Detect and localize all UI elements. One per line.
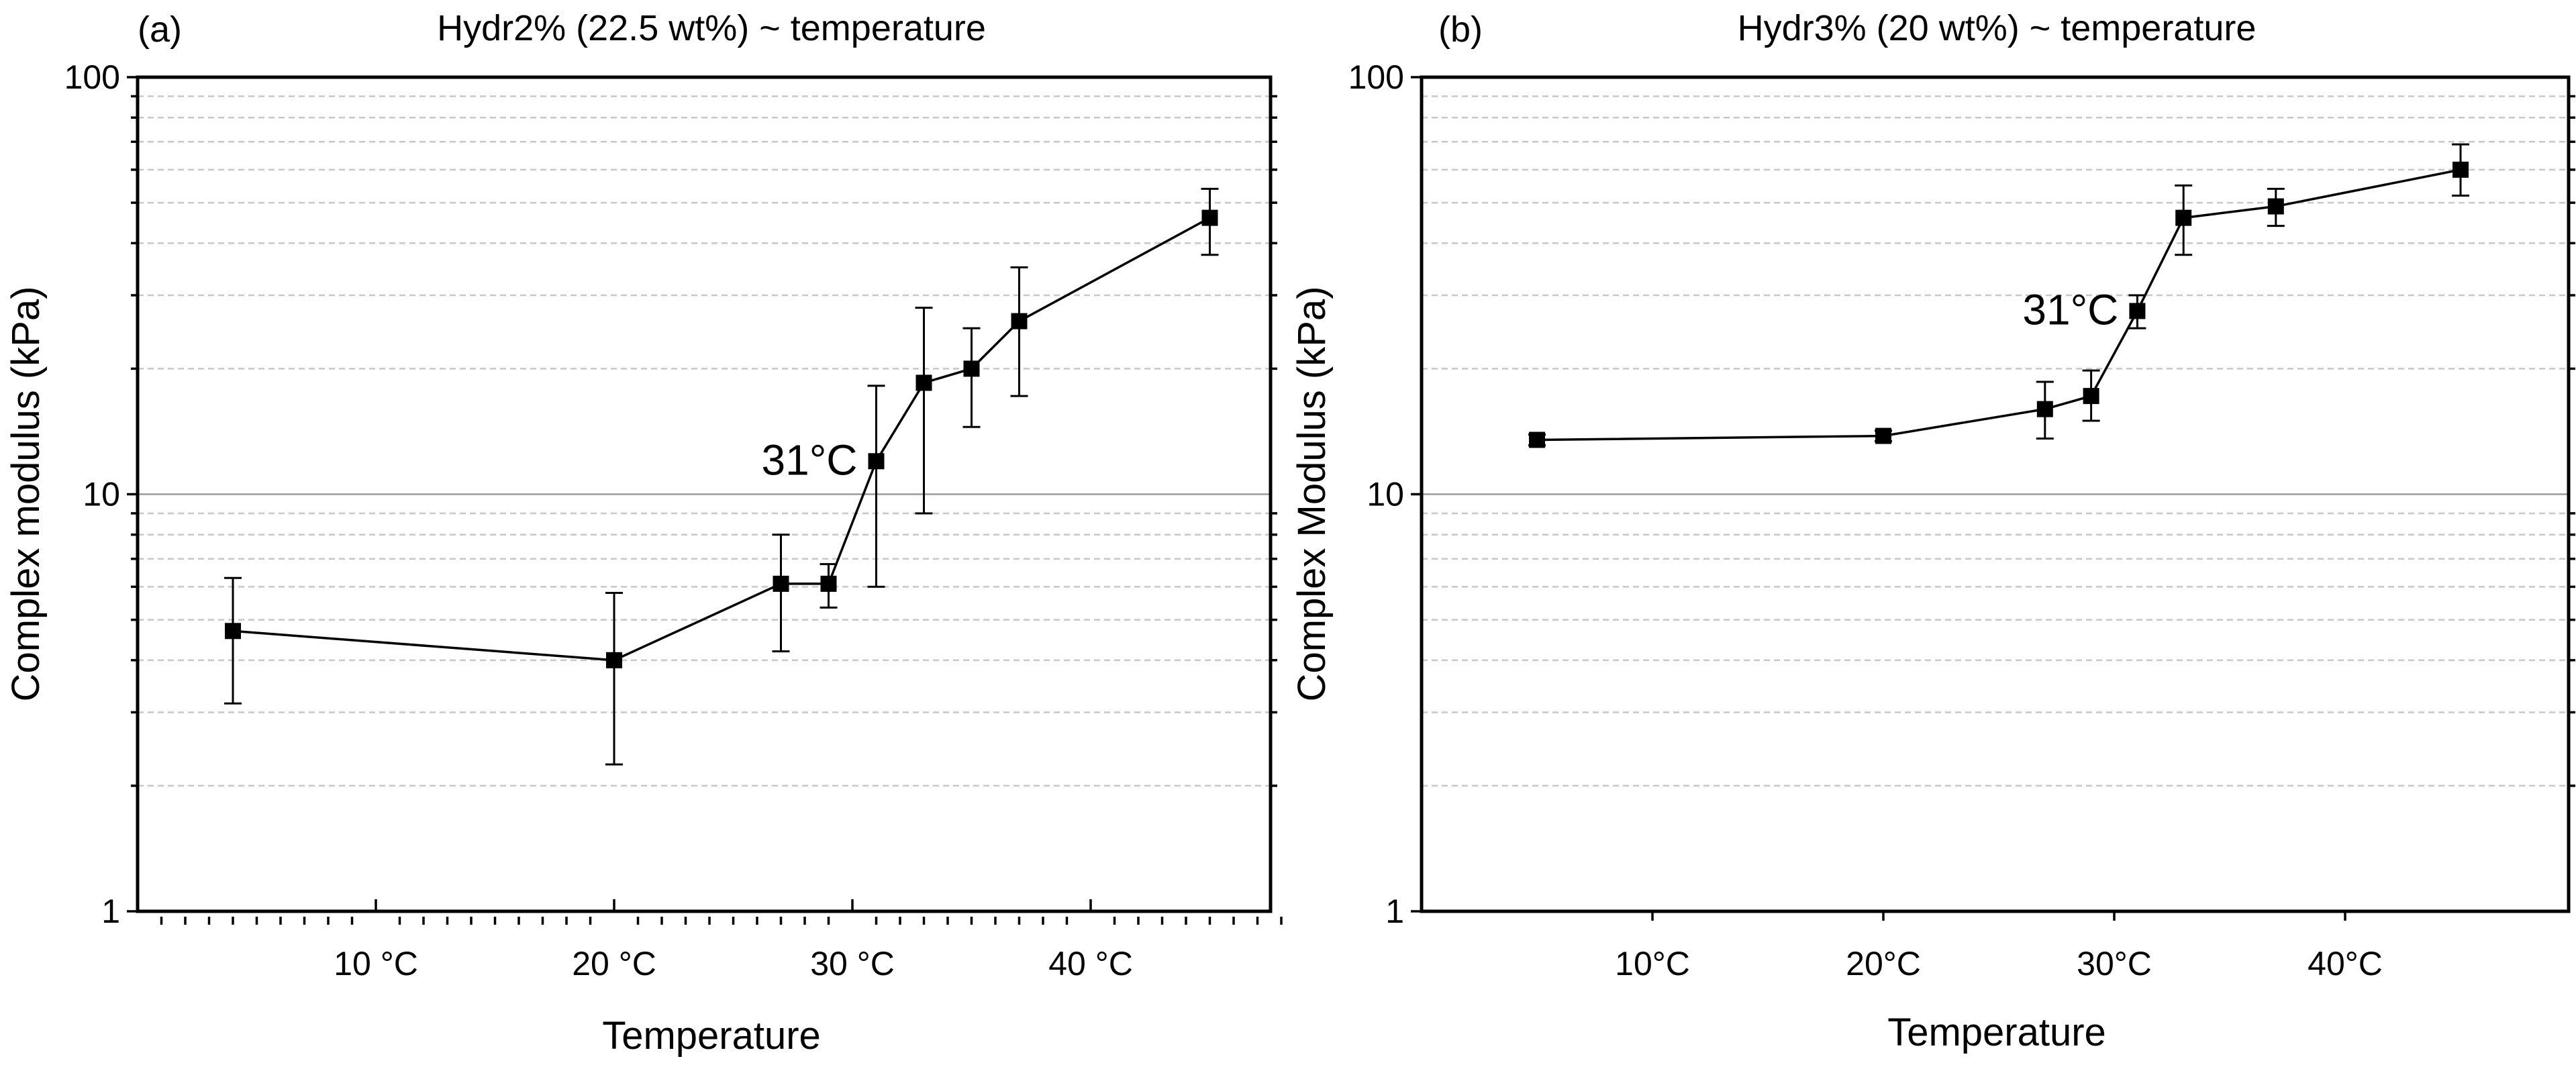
data-point (2036, 401, 2053, 417)
chart-panel-a: (a) Hydr2% (22.5 wt%) ~ temperature Comp… (4, 8, 1283, 1058)
grid-lines (1422, 95, 2569, 787)
y-tick-label: 100 (1348, 58, 1404, 96)
chart-title: Hydr3% (20 wt%) ~ temperature (1738, 8, 2257, 48)
x-tick-label: 40 °C (1048, 945, 1133, 982)
x-axis-label: Temperature (1887, 1011, 2106, 1054)
data-point (963, 360, 980, 377)
x-tick-label: 30°C (2077, 945, 2152, 982)
data-point (2083, 388, 2099, 405)
data-point (225, 623, 241, 640)
x-tick-label: 30 °C (810, 945, 895, 982)
series-line (1536, 168, 2461, 442)
y-axis-label: Complex modulus (kPa) (4, 287, 48, 702)
data-point (606, 652, 622, 668)
axis-ticks: 1 10 100 10 °C 20 °C 30 °C 40 °C (64, 58, 1283, 982)
y-axis-label: Complex Modulus (kPa) (1290, 287, 1334, 702)
chart-title: Hydr2% (22.5 wt%) ~ temperature (437, 8, 986, 48)
x-tick-label: 10°C (1615, 945, 1690, 982)
x-axis-label: Temperature (602, 1014, 821, 1058)
axis-ticks: 1 10 100 10°C 20°C 30°C 40°C (1348, 58, 2575, 982)
data-point (2453, 161, 2469, 178)
data-point (1875, 427, 1891, 444)
transition-annotation: 31°C (762, 436, 858, 484)
panel-label: (a) (138, 9, 182, 50)
x-tick-label: 20°C (1846, 945, 1921, 982)
y-tick-label: 10 (83, 476, 120, 513)
transition-annotation: 31°C (2022, 285, 2118, 334)
data-point (868, 453, 885, 470)
x-tick-label: 20 °C (572, 945, 656, 982)
data-series (224, 187, 1219, 766)
y-tick-label: 100 (64, 58, 120, 96)
data-point (2175, 209, 2192, 226)
y-tick-label: 1 (1385, 893, 1404, 930)
panel-label: (b) (1438, 9, 1483, 50)
grid-lines (138, 95, 1271, 787)
data-point (1011, 313, 1028, 329)
chart-panel-b: (b) Hydr3% (20 wt%) ~ temperature Comple… (1290, 8, 2575, 1054)
y-tick-label: 1 (101, 893, 120, 930)
series-line (232, 217, 1211, 662)
x-tick-label: 10 °C (334, 945, 418, 982)
data-point (2129, 303, 2146, 319)
data-point (820, 575, 837, 592)
data-series (1528, 143, 2469, 448)
x-tick-label: 40°C (2308, 945, 2383, 982)
y-tick-label: 10 (1367, 476, 1404, 513)
data-point (915, 374, 932, 391)
data-point (773, 575, 789, 592)
data-point (1529, 431, 1545, 448)
data-point (1201, 209, 1218, 226)
data-point (2267, 198, 2284, 215)
